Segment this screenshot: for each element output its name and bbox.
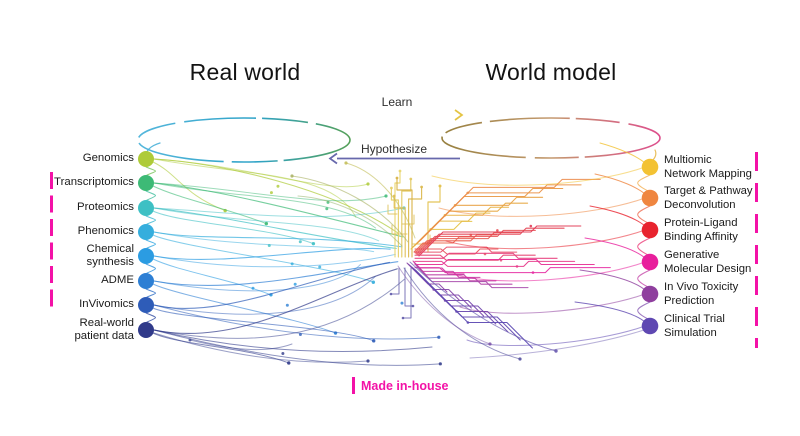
invivomics-node-dot	[138, 297, 154, 313]
left-item-adme-label: ADME	[101, 274, 134, 286]
left-item-real-world-patient-data-label: Real-world patient data	[74, 317, 134, 342]
genomics-node-dot	[138, 151, 154, 167]
left-item-phenomics-label: Phenomics	[77, 225, 134, 237]
left-item-chemical-synthesis-label: Chemical synthesis	[86, 243, 134, 268]
target-pathway-deconvolution-node-dot	[641, 189, 659, 207]
right-item-multiomic-network-mapping-label: Multiomic Network Mapping	[664, 154, 752, 180]
node-dots	[138, 151, 659, 338]
right-item-generative-molecular-design-label: Generative Molecular Design	[664, 249, 752, 275]
chemical-synthesis-node-dot	[138, 248, 154, 264]
right-item-target-pathway-deconvolution-label: Target & Pathway Deconvolution	[664, 185, 753, 211]
generative-molecular-design-node-dot	[641, 253, 659, 271]
left-item-invivomics-label: InVivomics	[79, 298, 134, 310]
world-model-cylinder-ellipse	[441, 117, 661, 159]
left-item-genomics-label: Genomics	[82, 152, 134, 164]
learn-arrowhead-icon	[454, 109, 464, 121]
real-world-title: Real world	[189, 59, 301, 85]
right-item-clinical-trial-simulation-label: Clinical Trial Simulation	[664, 313, 725, 339]
multiomic-network-mapping-node-dot	[641, 158, 659, 176]
right-item-in-vivo-toxicity-prediction-label: In Vivo Toxicity Prediction	[664, 281, 739, 307]
adme-node-dot	[138, 273, 154, 289]
legend-marker-bar	[352, 377, 355, 394]
right-item-protein-ligand-binding-affinity-label: Protein-Ligand Binding Affinity	[664, 217, 738, 243]
left-item-proteomics-label: Proteomics	[77, 201, 134, 213]
phenomics-node-dot	[138, 224, 154, 240]
learn-arrow	[331, 109, 464, 121]
hypothesize-arrowhead-icon	[328, 152, 338, 165]
left-item-transcriptomics-label: Transcriptomics	[54, 176, 134, 188]
in-vivo-toxicity-prediction-node-dot	[641, 285, 659, 303]
transcriptomics-node-dot	[138, 175, 154, 191]
legend-label: Made in-house	[361, 379, 449, 393]
learn-arrow-label: Learn	[381, 95, 413, 109]
world-model-title: World model	[485, 59, 617, 85]
protein-ligand-binding-affinity-node-dot	[641, 221, 659, 239]
real-world-cylinder-ellipse	[137, 117, 351, 163]
proteomics-node-dot	[138, 200, 154, 216]
real-world-patient-data-node-dot	[138, 322, 154, 338]
clinical-trial-simulation-node-dot	[641, 317, 659, 335]
hypothesize-arrow-label: Hypothesize	[360, 142, 428, 156]
hypothesize-arrow	[328, 152, 460, 165]
flow-lines	[145, 142, 657, 366]
